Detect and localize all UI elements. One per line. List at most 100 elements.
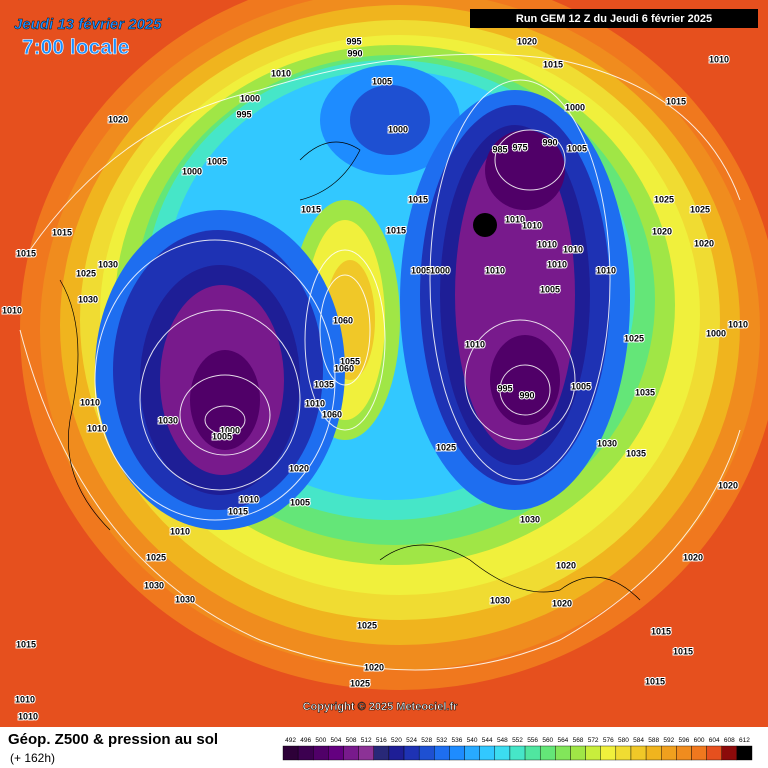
isobar-label: 1010	[15, 694, 35, 704]
field-layer	[0, 0, 768, 727]
isobar-label: 1015	[16, 639, 36, 649]
lead-time: (+ 162h)	[10, 751, 55, 765]
isobar-label: 1030	[597, 438, 617, 448]
isobar-label: 1010	[170, 526, 190, 536]
isobar-label: 1015	[228, 506, 248, 516]
scale-swatch	[328, 745, 344, 761]
run-info: Run GEM 12 Z du Jeudi 6 février 2025	[516, 13, 712, 25]
isobar-label: 1020	[517, 36, 537, 46]
scale-label: 580	[618, 737, 629, 744]
scale-label: 544	[482, 737, 493, 744]
scale-label: 560	[542, 737, 553, 744]
isobar-label: 1005	[290, 497, 310, 507]
isobar-label: 1000	[706, 328, 726, 338]
isobar-label: 1005	[571, 381, 591, 391]
scale-swatch	[691, 745, 707, 761]
isobar-label: 1030	[144, 580, 164, 590]
scale-swatch	[615, 745, 632, 761]
isobar-label: 1010	[709, 54, 729, 64]
isobar-label: 1030	[98, 259, 118, 269]
isobar-label: 1000	[220, 425, 240, 435]
isobar-label: 1015	[666, 96, 686, 106]
isobar-label: 1010	[505, 214, 525, 224]
scale-swatch	[736, 745, 753, 761]
field-contour	[485, 130, 565, 210]
isobar-label: 1015	[645, 676, 665, 686]
isobar-label: 1025	[690, 204, 710, 214]
scale-swatch	[645, 745, 662, 761]
isobar-label: 1010	[485, 265, 505, 275]
valid-time: 7:00 locale	[22, 36, 129, 59]
isobar-label: 1020	[108, 114, 128, 124]
field-contour	[350, 85, 430, 155]
scale-swatch	[539, 745, 556, 761]
scale-label: 584	[633, 737, 644, 744]
scale-swatch	[721, 745, 738, 761]
isobar-label: 1025	[624, 333, 644, 343]
scale-swatch	[585, 745, 601, 761]
isobar-label: 1005	[207, 156, 227, 166]
isobar-label: 1010	[18, 711, 38, 721]
isobar-label: 990	[519, 390, 534, 400]
isobar-label: 1060	[334, 363, 354, 373]
scale-swatch	[524, 745, 541, 761]
field-contour	[490, 335, 560, 425]
scale-swatch	[358, 745, 374, 761]
color-scale: 492 496 500 504 508 512 516 520 524 528 532 536 540 5…	[282, 737, 753, 761]
scale-swatch	[282, 745, 299, 761]
scale-swatch	[418, 745, 435, 761]
scale-label: 592	[663, 737, 674, 744]
isobar-label: 1020	[552, 598, 572, 608]
scale-swatch	[434, 745, 450, 761]
isobar-label: 1020	[289, 463, 309, 473]
scale-swatch	[509, 745, 526, 761]
scale-swatch	[464, 745, 480, 761]
scale-label: 504	[331, 737, 342, 744]
scale-swatch	[555, 745, 571, 761]
run-box	[470, 9, 758, 28]
isobar-label: 1055	[340, 356, 360, 366]
isobar-label: 995	[236, 109, 251, 119]
isobar-label: 985	[492, 144, 507, 154]
scale-swatch	[313, 745, 329, 761]
isobar-label: 1010	[239, 494, 259, 504]
scale-label: 520	[391, 737, 402, 744]
isobar-label: 1020	[683, 552, 703, 562]
scale-swatch	[676, 745, 692, 761]
isobar-label: 1010	[87, 423, 107, 433]
isobar-label: 1020	[364, 662, 384, 672]
isobar-label: 1020	[556, 560, 576, 570]
scale-swatch	[343, 745, 359, 761]
copyright: Copyright © 2025 Meteociel.fr	[303, 701, 459, 713]
scale-label: 528	[421, 737, 432, 744]
field-contour	[190, 350, 260, 450]
isobar-label: 1005	[540, 284, 560, 294]
isobar-label: 1025	[357, 620, 377, 630]
isobar-label: 1020	[718, 480, 738, 490]
isobar-label: 1060	[333, 315, 353, 325]
isobar-label: 1000	[240, 93, 260, 103]
isobar-label: 1005	[411, 265, 431, 275]
scale-swatch	[297, 745, 314, 761]
isobar-label: 1025	[350, 678, 370, 688]
scale-label: 548	[497, 737, 508, 744]
isobar-label: 975	[512, 142, 527, 152]
scale-label: 576	[603, 737, 614, 744]
scale-swatch	[494, 745, 511, 761]
scale-label: 552	[512, 737, 523, 744]
scale-swatch	[706, 745, 722, 761]
isobar-label: 1030	[175, 594, 195, 604]
scale-label: 516	[376, 737, 387, 744]
field-contour	[473, 213, 497, 237]
scale-label: 604	[709, 737, 720, 744]
scale-label: 492	[285, 737, 296, 744]
isobar-label: 1010	[537, 239, 557, 249]
isobar-label: 1030	[490, 595, 510, 605]
scale-swatch	[479, 745, 496, 761]
scale-label: 588	[648, 737, 659, 744]
scale-label: 524	[406, 737, 417, 744]
isobar-label: 1030	[158, 415, 178, 425]
scale-label: 612	[739, 737, 750, 744]
